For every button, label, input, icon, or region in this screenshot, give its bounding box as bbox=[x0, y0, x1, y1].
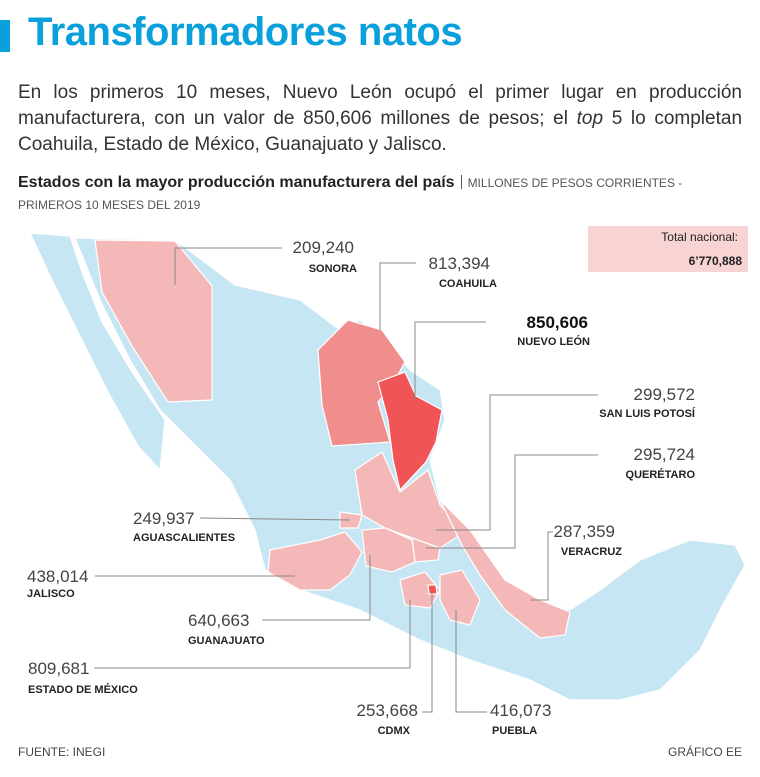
intro-italic: top bbox=[576, 108, 604, 129]
state-name: ESTADO DE MÉXICO bbox=[28, 683, 138, 696]
leader-line bbox=[422, 592, 433, 713]
guanajuato bbox=[361, 527, 416, 573]
total-label: Total nacional: bbox=[661, 230, 738, 244]
leader-line bbox=[414, 321, 486, 400]
value: 299,572 bbox=[634, 385, 695, 404]
value: 850,606 bbox=[527, 313, 588, 332]
credit: GRÁFICO EE bbox=[668, 744, 742, 759]
map-title: Estados con la mayor producción manufact… bbox=[18, 174, 455, 191]
map-subtitle: Estados con la mayor producción manufact… bbox=[18, 172, 742, 216]
puebla bbox=[439, 569, 481, 626]
baja bbox=[29, 232, 166, 472]
value: 249,937 bbox=[133, 509, 194, 528]
intro-text: 5 lo completan Coahuila, Estado de Méxic… bbox=[18, 108, 743, 155]
value: 813,394 bbox=[429, 254, 490, 273]
value: 295,724 bbox=[634, 445, 695, 464]
source: FUENTE: INEGI bbox=[18, 745, 105, 759]
nuevo-leon bbox=[377, 371, 443, 492]
leader-line bbox=[262, 555, 371, 621]
total-value: 6’770,888 bbox=[689, 254, 743, 268]
state-name: JALISCO bbox=[27, 588, 75, 600]
state-name: QUERÉTARO bbox=[626, 468, 696, 481]
state-name: AGUASCALIENTES bbox=[133, 532, 235, 544]
cdmx bbox=[427, 584, 438, 595]
value: 287,359 bbox=[554, 522, 615, 541]
leader-line bbox=[426, 454, 598, 549]
intro: En los primeros 10 meses, Nuevo León ocu… bbox=[18, 80, 742, 158]
value: 253,668 bbox=[357, 701, 418, 720]
state-name: GUANAJUATO bbox=[188, 635, 265, 647]
state-name: SONORA bbox=[309, 263, 357, 275]
title-bar bbox=[0, 20, 10, 52]
value: 809,681 bbox=[28, 659, 89, 678]
separator bbox=[460, 175, 462, 189]
intro-text: En los primeros 10 meses, Nuevo León ocu… bbox=[18, 82, 742, 129]
leader-line bbox=[94, 600, 411, 669]
state-name: CDMX bbox=[378, 725, 411, 737]
state-name: PUEBLA bbox=[492, 725, 537, 737]
leader-line bbox=[174, 247, 282, 285]
leader-line bbox=[436, 394, 598, 531]
leader-line bbox=[199, 517, 351, 521]
leader-line bbox=[530, 531, 553, 601]
state-name: COAHUILA bbox=[439, 278, 497, 290]
value: 640,663 bbox=[188, 611, 249, 630]
veracruz bbox=[439, 499, 571, 639]
state-name: VERACRUZ bbox=[561, 546, 622, 558]
state-name: SAN LUIS POTOSÍ bbox=[599, 407, 696, 420]
value: 438,014 bbox=[27, 567, 88, 586]
state-name: NUEVO LEÓN bbox=[517, 335, 590, 348]
leader-line bbox=[379, 262, 416, 330]
title: Transformadores natos bbox=[28, 10, 463, 54]
units: MILLONES DE PESOS CORRIENTES - PRIMEROS … bbox=[18, 176, 683, 212]
value: 416,073 bbox=[490, 701, 551, 720]
total-box bbox=[588, 226, 748, 272]
estado-de-mexico bbox=[399, 571, 441, 609]
leader-line bbox=[455, 610, 487, 713]
aguascalientes bbox=[339, 511, 363, 529]
value: 209,240 bbox=[293, 238, 354, 257]
